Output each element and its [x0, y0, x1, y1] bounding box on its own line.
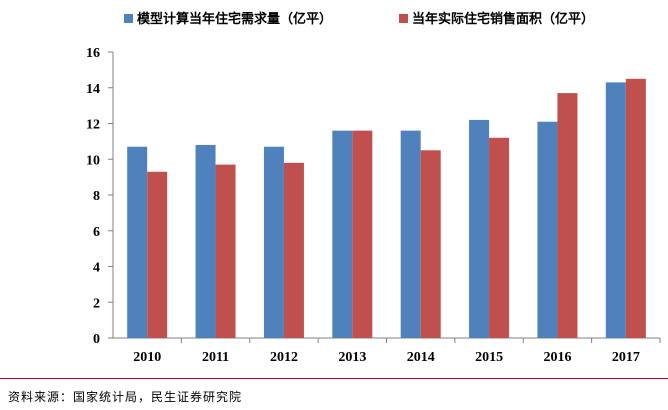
legend: 模型计算当年住宅需求量（亿平） 当年实际住宅销售面积（亿平） — [124, 11, 594, 27]
bar-model-demand — [469, 119, 490, 338]
bar-chart: 模型计算当年住宅需求量（亿平） 当年实际住宅销售面积（亿平） 0 2 4 6 8 10 12 1… — [86, 11, 661, 365]
x-tick-label: 2016 — [543, 350, 571, 365]
bar-model-demand — [605, 82, 626, 338]
legend-label: 当年实际住宅销售面积（亿平） — [412, 11, 594, 27]
x-tick-label: 2014 — [407, 350, 435, 365]
legend-swatch — [124, 14, 133, 23]
bar-model-demand — [537, 121, 558, 339]
y-tick-label: 16 — [86, 46, 100, 61]
x-tick-label: 2017 — [612, 350, 640, 365]
bar-model-demand — [127, 146, 148, 338]
y-tick-label: 6 — [93, 225, 100, 240]
x-tick-label: 2013 — [338, 350, 366, 365]
bar-actual-sales — [557, 93, 578, 338]
bar-model-demand — [332, 130, 353, 338]
y-tick-label: 14 — [86, 82, 100, 97]
legend-swatch — [399, 14, 408, 23]
x-tick-label: 2012 — [270, 350, 298, 365]
bar-actual-sales — [625, 78, 646, 338]
bar-model-demand — [263, 146, 284, 338]
bar-actual-sales — [147, 171, 168, 338]
x-tick-label: 2010 — [133, 350, 161, 365]
bar-actual-sales — [215, 164, 236, 338]
legend-label: 模型计算当年住宅需求量（亿平） — [137, 11, 332, 27]
chart-tick-labels: 0 2 4 6 8 10 12 14 16 2010 2011 2012 2013 2014 2015 201… — [86, 46, 640, 365]
y-tick-label: 4 — [93, 261, 100, 276]
source-note: 资料来源：国家统计局，民生证券研究院 — [8, 390, 243, 404]
bar-actual-sales — [489, 137, 510, 338]
bar-model-demand — [195, 144, 216, 338]
bar-model-demand — [400, 130, 421, 338]
bar-actual-sales — [420, 150, 441, 338]
y-tick-label: 10 — [86, 153, 100, 168]
x-tick-label: 2011 — [202, 350, 229, 365]
bar-actual-sales — [352, 130, 373, 338]
y-tick-label: 8 — [93, 189, 100, 204]
source-divider — [0, 378, 668, 379]
y-tick-label: 0 — [93, 332, 100, 347]
y-tick-label: 12 — [86, 118, 100, 133]
bar-actual-sales — [283, 162, 304, 338]
x-tick-label: 2015 — [475, 350, 503, 365]
y-tick-label: 2 — [93, 296, 100, 311]
chart-bars — [127, 78, 646, 339]
